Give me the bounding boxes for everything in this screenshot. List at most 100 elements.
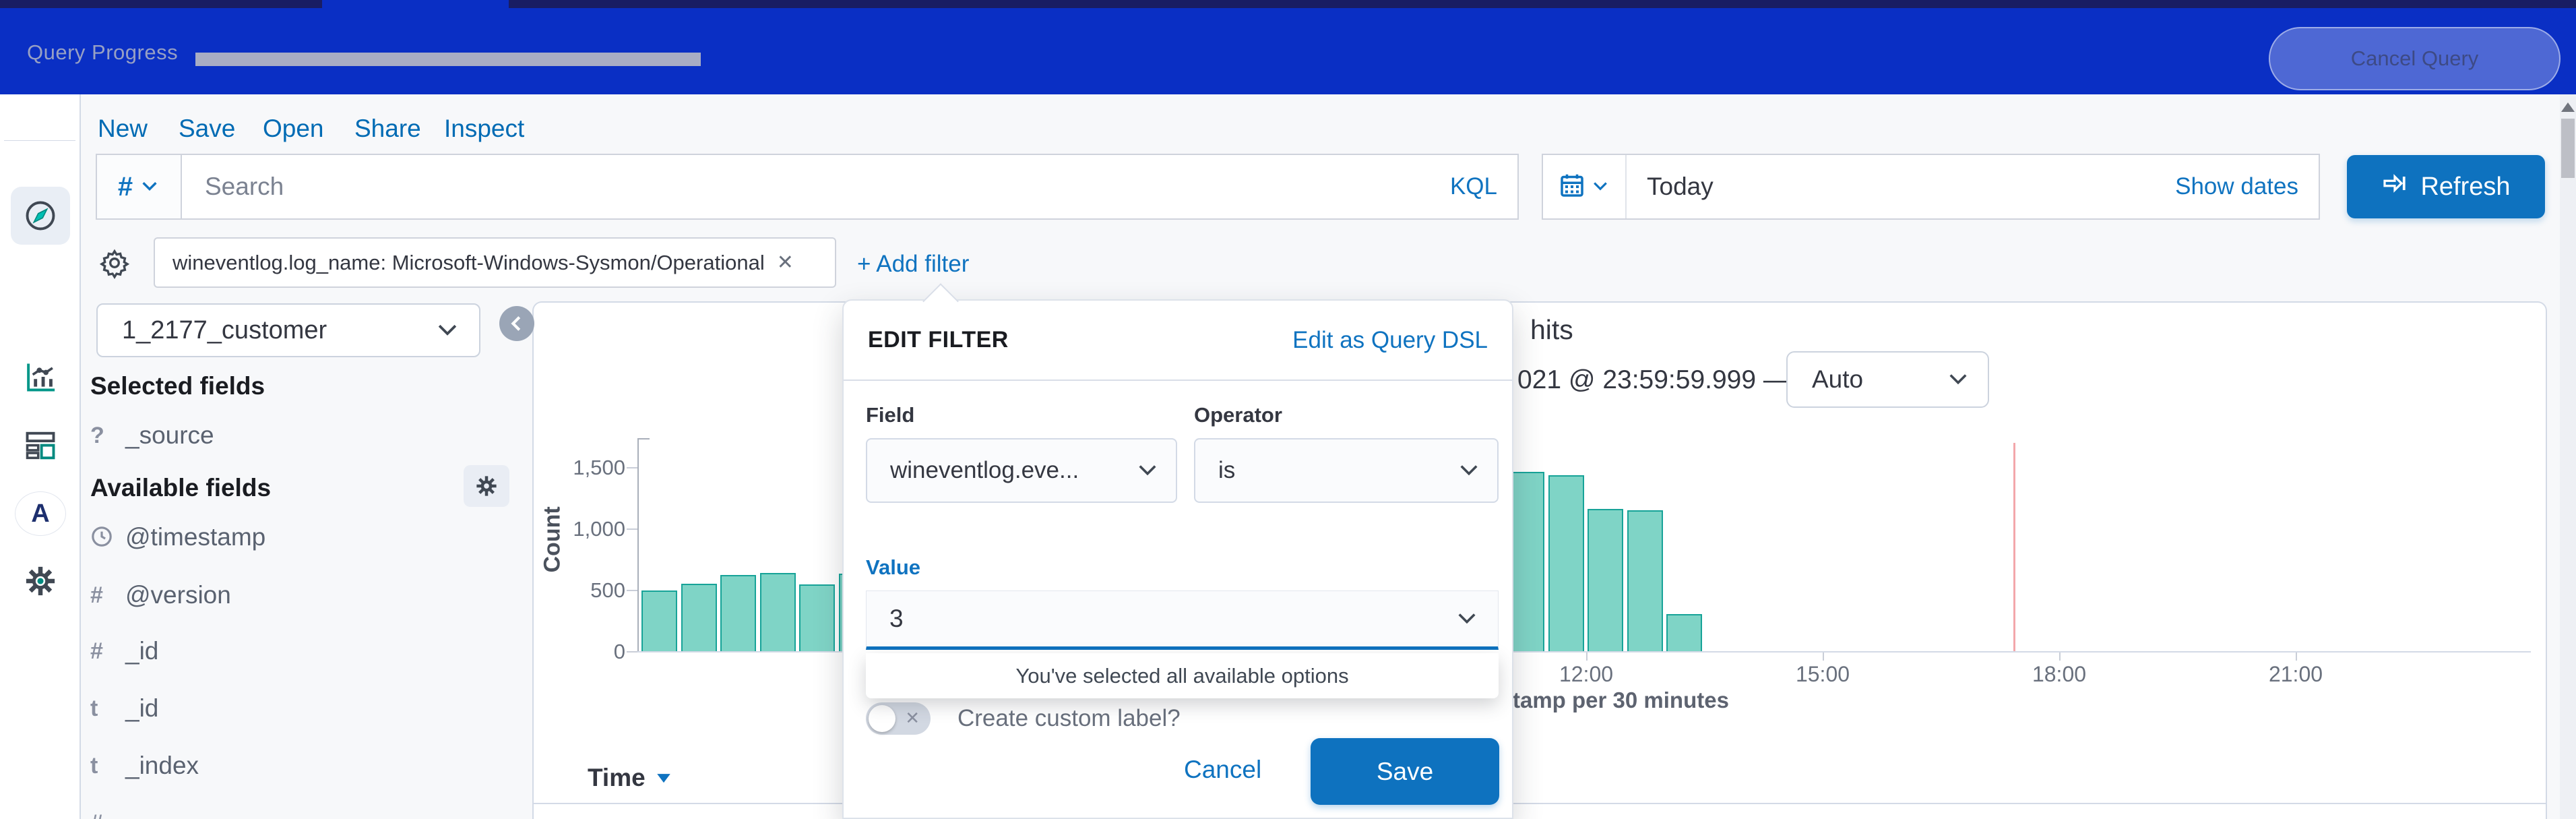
chevron-down-icon xyxy=(1455,605,1479,633)
show-dates-button[interactable]: Show dates xyxy=(2175,173,2298,200)
add-filter-button[interactable]: + Add filter xyxy=(857,251,970,277)
field-row-_id[interactable]: # _id xyxy=(90,635,158,667)
histogram-bar-00:30[interactable] xyxy=(681,584,717,651)
refresh-icon xyxy=(2381,170,2408,204)
x-axis-line xyxy=(637,651,2531,653)
x-tick-mark xyxy=(2296,653,2297,661)
field-row-_id[interactable]: t _id xyxy=(90,692,158,725)
histogram-bar-13:00[interactable] xyxy=(1666,614,1702,651)
date-range-value[interactable]: Today xyxy=(1647,173,1714,200)
time-column-header[interactable]: Time xyxy=(588,764,672,792)
options-exhausted-message: You've selected all available options xyxy=(1015,663,1349,688)
field-type-unknown-icon: ? xyxy=(90,422,104,448)
field-settings-button[interactable] xyxy=(464,465,509,507)
discover-compass-icon[interactable] xyxy=(23,198,58,233)
histogram-bar-12:30[interactable] xyxy=(1627,510,1663,651)
date-picker[interactable]: Today Show dates xyxy=(1542,154,2320,220)
operator-label: Operator xyxy=(1194,403,1282,427)
y-axis-line xyxy=(637,438,639,653)
query-progress-banner: Query Progress Cancel Query xyxy=(0,8,2576,94)
scrollbar-thumb[interactable] xyxy=(2561,119,2575,178)
remove-filter-icon[interactable]: ✕ xyxy=(776,251,794,274)
custom-label-toggle[interactable]: ✕ xyxy=(866,702,931,735)
field-select[interactable]: wineventlog.eve... xyxy=(866,438,1177,503)
chevron-down-icon xyxy=(1135,457,1160,485)
date-quick-menu-button[interactable] xyxy=(1543,155,1627,218)
menu-item-inspect[interactable]: Inspect xyxy=(444,115,525,142)
y-tick-mark xyxy=(627,651,637,653)
scrollbar-up-arrow[interactable] xyxy=(2561,102,2575,112)
value-combobox-value: 3 xyxy=(889,605,904,632)
field-row-@timestamp[interactable]: @timestamp xyxy=(90,521,265,553)
index-pattern-select[interactable]: 1_2177_customer xyxy=(96,303,480,357)
histogram-interval-select[interactable]: Auto xyxy=(1786,351,1989,408)
y-tick-label: 0 xyxy=(613,640,625,663)
field-label: Field xyxy=(866,403,915,427)
save-button[interactable]: Save xyxy=(1311,738,1499,805)
x-tick-mark xyxy=(1823,653,1824,661)
menu-item-open[interactable]: Open xyxy=(263,115,324,142)
rail-divider xyxy=(4,140,75,141)
edit-as-query-dsl-link[interactable]: Edit as Query DSL xyxy=(1292,326,1488,353)
search-bar[interactable]: # Search KQL xyxy=(96,154,1519,220)
interval-value: Auto xyxy=(1812,365,1864,393)
cancel-query-button[interactable]: Cancel Query xyxy=(2269,27,2561,90)
filter-settings-gear-icon[interactable] xyxy=(98,247,131,282)
histogram-bar-01:30[interactable] xyxy=(759,573,796,651)
search-input[interactable]: Search xyxy=(205,173,284,200)
saved-query-menu-button[interactable]: # xyxy=(97,155,182,218)
field-name: @version xyxy=(125,581,231,609)
menu-item-share[interactable]: Share xyxy=(354,115,421,142)
chevron-down-icon xyxy=(435,316,460,345)
visualize-chart-icon[interactable] xyxy=(23,359,58,394)
field-type-string-icon: t xyxy=(90,695,98,721)
x-tick-mark xyxy=(2059,653,2061,661)
scrollbar-track[interactable] xyxy=(2560,94,2576,819)
histogram-bar-11:00[interactable] xyxy=(1509,472,1544,651)
field-row-_source[interactable]: ? _source xyxy=(90,419,214,452)
browser-top-strip xyxy=(0,0,2576,8)
time-range-text: 021 @ 23:59:59.999 — xyxy=(1517,365,1790,394)
current-time-marker xyxy=(2013,443,2015,651)
field-row-partial[interactable]: # xyxy=(90,807,125,819)
y-tick-mark xyxy=(627,590,637,591)
refresh-button[interactable]: Refresh xyxy=(2347,155,2545,218)
filter-pill-label: wineventlog.log_name: Microsoft-Windows-… xyxy=(172,250,765,274)
operator-select-value: is xyxy=(1218,457,1236,483)
histogram-bar-01:00[interactable] xyxy=(720,575,756,651)
management-gear-icon[interactable] xyxy=(23,564,58,599)
custom-label-text: Create custom label? xyxy=(957,705,1181,731)
histogram-bar-00:00[interactable] xyxy=(641,590,677,651)
chevron-down-icon xyxy=(1946,366,1970,394)
value-combobox[interactable]: 3 xyxy=(866,590,1499,650)
app-a-icon[interactable]: A xyxy=(15,491,66,536)
y-tick-mark xyxy=(627,467,637,468)
query-language-button[interactable]: KQL xyxy=(1449,173,1497,200)
refresh-label: Refresh xyxy=(2420,172,2511,201)
histogram-bar-02:00[interactable] xyxy=(799,584,835,651)
field-select-value: wineventlog.eve... xyxy=(890,457,1079,483)
dashboard-icon[interactable] xyxy=(23,427,58,462)
y-axis-cap xyxy=(637,438,650,439)
field-row-_index[interactable]: t _index xyxy=(90,750,199,782)
query-progress-bar xyxy=(195,53,701,66)
y-tick-label: 1,500 xyxy=(573,456,625,479)
histogram-bar-12:00[interactable] xyxy=(1588,509,1623,651)
filter-pill[interactable]: wineventlog.log_name: Microsoft-Windows-… xyxy=(154,237,836,288)
toggle-knob xyxy=(869,705,896,732)
operator-select[interactable]: is xyxy=(1194,438,1499,503)
cancel-button[interactable]: Cancel xyxy=(1184,756,1262,783)
custom-label-row: ✕ Create custom label? xyxy=(866,702,1181,735)
menu-item-new[interactable]: New xyxy=(98,115,148,142)
menu-item-save[interactable]: Save xyxy=(179,115,236,142)
sort-descending-icon[interactable] xyxy=(655,764,672,792)
available-fields-heading: Available fields xyxy=(90,474,272,502)
x-axis-title: tamp per 30 minutes xyxy=(1513,688,1729,712)
app-nav-rail: A xyxy=(0,94,81,819)
field-row-@version[interactable]: # @version xyxy=(90,579,231,611)
collapse-sidebar-button[interactable] xyxy=(499,306,534,341)
field-type-number-icon: # xyxy=(90,810,125,819)
popover-title: EDIT FILTER xyxy=(868,327,1009,353)
histogram-bar-11:30[interactable] xyxy=(1548,475,1584,651)
